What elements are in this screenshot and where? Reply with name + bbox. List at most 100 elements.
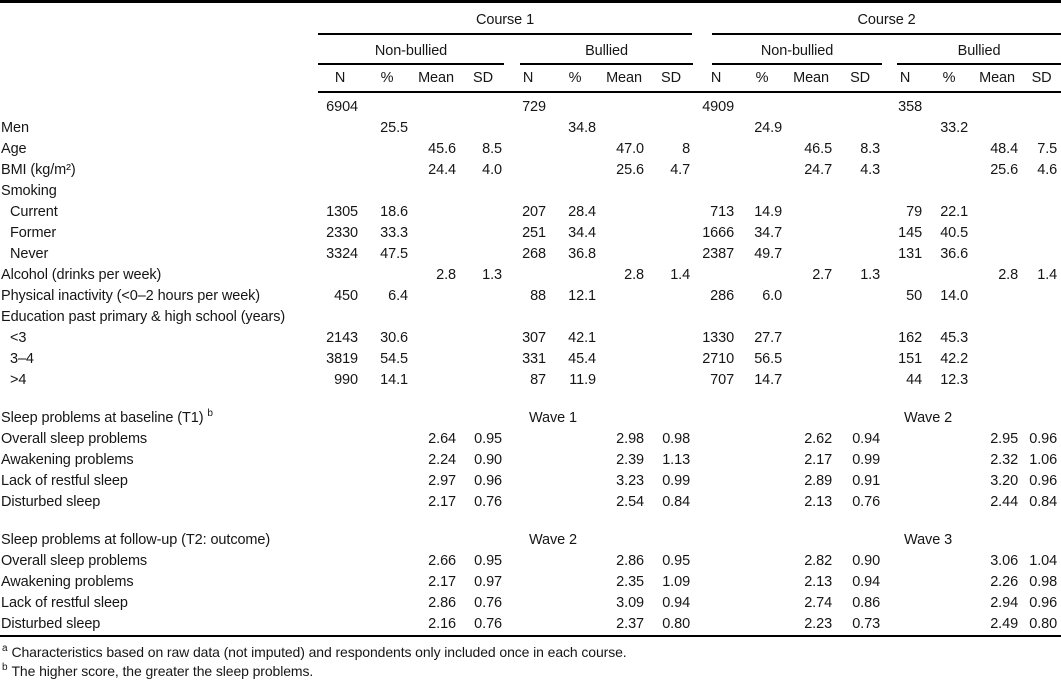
cell [318, 572, 362, 593]
cell: 4909 [702, 98, 735, 115]
cell [884, 307, 926, 328]
cell: 1330 [702, 329, 735, 346]
cell: 11.9 [569, 371, 596, 388]
cell [550, 450, 600, 471]
cell [318, 307, 362, 328]
group-nonbullied-1-header: Non-bullied [318, 35, 506, 65]
cell [694, 307, 738, 328]
cell: 0.96 [1029, 472, 1058, 489]
cell: 2.95 [990, 430, 1019, 447]
cell [1022, 328, 1061, 349]
footnote-b-marker: b [2, 661, 8, 673]
cell: 0.96 [474, 472, 502, 489]
cell: 46.5 [804, 140, 833, 157]
wave-label: Wave 2 [904, 409, 953, 426]
group-bullied-2-header: Bullied [884, 35, 1061, 65]
cell [460, 530, 506, 551]
cell [1022, 202, 1061, 223]
cell [738, 593, 786, 614]
cell: 14.1 [380, 371, 408, 388]
cell: 4.3 [860, 161, 881, 178]
cell [506, 265, 550, 286]
cell [786, 223, 836, 244]
cell: 207 [522, 203, 546, 220]
cell [694, 492, 738, 513]
cell [972, 307, 1022, 328]
cell: 36.6 [940, 245, 969, 262]
cell: 0.99 [852, 451, 881, 468]
cell: 34.4 [568, 224, 596, 241]
cell: 2330 [326, 224, 358, 241]
cell: 713 [710, 203, 735, 220]
cell [412, 286, 460, 307]
cell [836, 286, 884, 307]
cell: 18.6 [380, 203, 408, 220]
stat-header-pct: % [926, 64, 973, 93]
cell: 4.0 [482, 161, 502, 178]
cell: 729 [522, 98, 546, 115]
cell [460, 328, 506, 349]
stat-header-mean: Mean [972, 64, 1023, 93]
row-label: Sleep problems at follow-up (T2: outcome… [1, 531, 271, 548]
cell [362, 307, 412, 328]
cell [786, 530, 836, 551]
cell [738, 160, 786, 181]
cell [412, 370, 460, 391]
cell [318, 429, 362, 450]
cell [738, 265, 786, 286]
table-row: BMI (kg/m²) 24.4 4.0 25.6 4.7 24.7 4.3 25.6 4.6 [0, 160, 1061, 181]
cell: 0.76 [852, 493, 881, 510]
cell: 0.91 [852, 472, 881, 489]
cell [600, 244, 648, 265]
cell [600, 349, 648, 370]
cell [362, 92, 412, 118]
cell: 2.39 [616, 451, 644, 468]
cell: 0.76 [474, 493, 502, 510]
cell: 28.4 [568, 203, 596, 220]
cell [786, 328, 836, 349]
cell [362, 139, 412, 160]
cell [600, 408, 648, 429]
cell: 450 [334, 287, 358, 304]
cell: 8 [682, 140, 691, 157]
cell: 45.6 [428, 140, 456, 157]
cell [884, 450, 926, 471]
cell: 24.4 [428, 161, 456, 178]
cell: 0.97 [474, 573, 502, 590]
cell [694, 408, 738, 429]
cell [884, 429, 926, 450]
cell [926, 572, 972, 593]
cell [1022, 286, 1061, 307]
cell [362, 572, 412, 593]
stat-header-pct: % [362, 64, 412, 93]
cell [836, 244, 884, 265]
cell: 2.17 [804, 451, 833, 468]
cell [738, 429, 786, 450]
cell [600, 307, 648, 328]
cell [362, 265, 412, 286]
cell [460, 118, 506, 139]
cell [694, 530, 738, 551]
cell [362, 492, 412, 513]
group-label: Bullied [897, 43, 1061, 65]
cell [972, 328, 1022, 349]
cell [1022, 223, 1061, 244]
cell: 33.3 [380, 224, 408, 241]
table-row: Smoking [0, 181, 1061, 202]
cell [694, 160, 738, 181]
cell [318, 614, 362, 636]
cell: 12.3 [940, 371, 969, 388]
cell: 2.62 [804, 430, 833, 447]
cell [1022, 244, 1061, 265]
table-row: <3 2143 30.6 307 42.1 1330 27.7 162 45.3 [0, 328, 1061, 349]
cell [318, 181, 362, 202]
cell: 990 [334, 371, 358, 388]
cell [648, 181, 694, 202]
cell: 2387 [702, 245, 735, 262]
cell: 1.4 [670, 266, 691, 283]
cell [926, 593, 972, 614]
cell: 1666 [702, 224, 735, 241]
cell [362, 614, 412, 636]
cell [694, 429, 738, 450]
cell [738, 492, 786, 513]
